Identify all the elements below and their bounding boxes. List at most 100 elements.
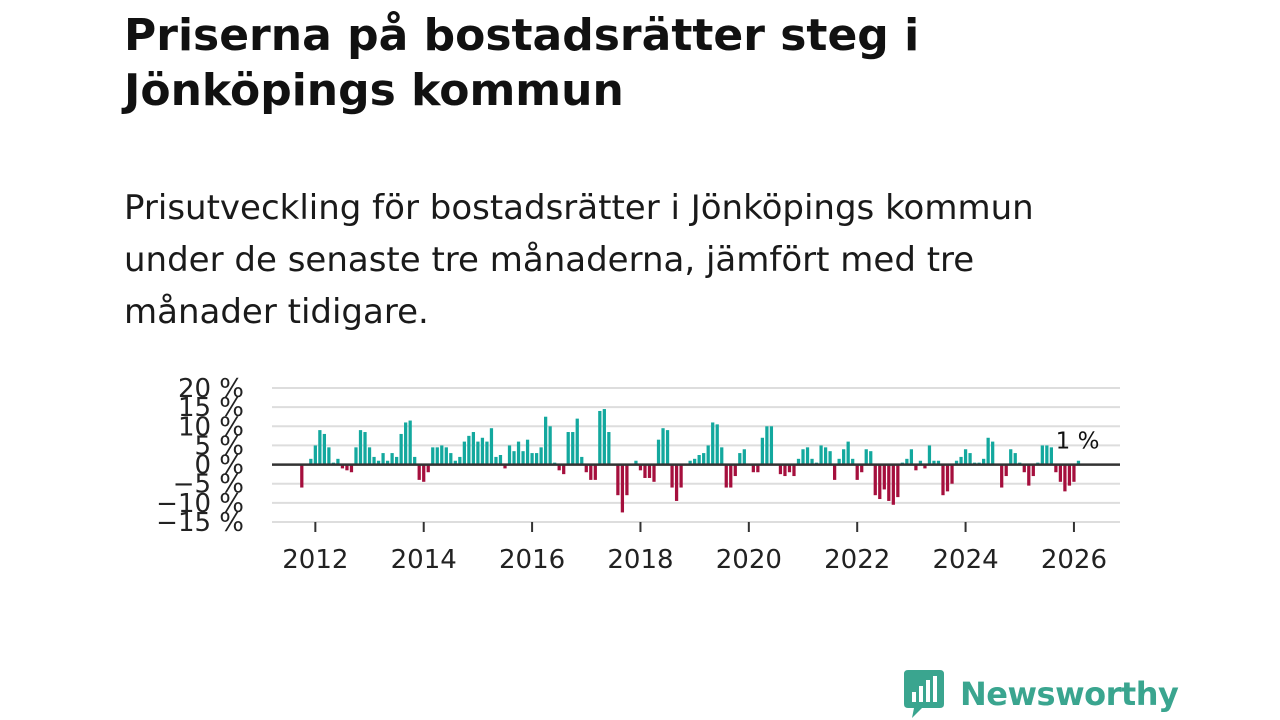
bar xyxy=(950,464,954,484)
x-tick-label: 2020 xyxy=(716,545,782,575)
bar xyxy=(679,464,683,488)
bar xyxy=(936,460,941,465)
bar xyxy=(471,432,476,465)
x-tick-label: 2022 xyxy=(824,545,890,575)
bar xyxy=(309,458,313,465)
bar xyxy=(846,441,850,465)
latest-value-annotation: 1 % xyxy=(1056,429,1100,455)
bar xyxy=(575,418,579,465)
bar xyxy=(372,456,376,465)
bar xyxy=(643,464,647,478)
bar xyxy=(485,441,489,465)
bar xyxy=(720,447,724,465)
bar xyxy=(991,441,995,465)
bar xyxy=(534,453,539,465)
bar xyxy=(435,447,439,465)
bar xyxy=(363,432,367,465)
bar xyxy=(318,430,322,465)
bar xyxy=(571,432,575,465)
bar xyxy=(385,460,390,465)
bar xyxy=(1072,464,1076,482)
bar xyxy=(530,453,534,465)
bar xyxy=(458,456,462,465)
newsworthy-logo[interactable]: Newsworthy xyxy=(902,668,1179,720)
bar xyxy=(905,458,909,465)
bar xyxy=(711,422,715,465)
bar xyxy=(851,458,855,465)
bar xyxy=(444,447,448,465)
bar xyxy=(706,445,710,465)
bar xyxy=(665,430,670,465)
bar xyxy=(544,416,548,465)
bar xyxy=(417,464,421,480)
bar xyxy=(327,447,331,465)
bar xyxy=(918,460,923,465)
bar xyxy=(489,428,494,465)
y-tick-label: 10 % xyxy=(178,412,244,442)
bar xyxy=(819,445,823,465)
bar xyxy=(873,464,877,496)
y-tick-label: −5 % xyxy=(173,470,244,500)
bar xyxy=(313,445,317,465)
bar xyxy=(480,437,485,465)
bar xyxy=(986,437,990,465)
bar xyxy=(1040,445,1044,465)
bar xyxy=(1027,464,1031,486)
bar xyxy=(494,456,498,465)
bar xyxy=(769,426,774,465)
bar xyxy=(557,464,561,471)
bar xyxy=(855,464,859,480)
bar xyxy=(864,449,868,465)
bar xyxy=(909,449,914,465)
bar xyxy=(1009,449,1013,465)
y-tick-label: 0 % xyxy=(194,451,244,481)
bar xyxy=(539,447,543,465)
bar xyxy=(462,441,466,465)
y-tick-label: 15 % xyxy=(178,393,244,423)
bar xyxy=(1067,464,1072,486)
bar xyxy=(1031,464,1035,477)
bar xyxy=(945,464,950,492)
newsworthy-wordmark: Newsworthy xyxy=(960,675,1179,713)
bar xyxy=(413,456,417,465)
bar xyxy=(914,464,918,471)
bar xyxy=(941,464,945,496)
bar xyxy=(598,410,602,465)
bar xyxy=(525,439,530,465)
bar xyxy=(796,458,801,465)
bar xyxy=(498,455,503,465)
bar xyxy=(923,464,927,469)
bar xyxy=(742,449,746,465)
bar xyxy=(354,447,358,465)
bar xyxy=(1022,464,1026,473)
bar xyxy=(954,460,959,465)
bar xyxy=(431,447,435,465)
x-tick-label: 2016 xyxy=(499,545,565,575)
bar xyxy=(340,464,345,469)
chart-title: Priserna på bostadsrätter steg i Jönköpi… xyxy=(124,10,920,116)
bar xyxy=(738,453,742,465)
bar xyxy=(422,464,426,482)
x-tick-label: 2014 xyxy=(391,545,457,575)
bar xyxy=(927,445,932,465)
bar xyxy=(634,460,638,465)
bar xyxy=(882,464,886,490)
chart-subtitle: Prisutveckling för bostadsrätter i Jönkö… xyxy=(124,188,1034,332)
bar xyxy=(652,464,656,482)
bar xyxy=(1045,445,1049,465)
bar xyxy=(729,464,733,488)
bar xyxy=(787,464,792,473)
newsworthy-logo-icon xyxy=(904,670,944,718)
bar xyxy=(345,464,349,471)
bar xyxy=(733,464,737,477)
bar xyxy=(399,433,403,465)
bar xyxy=(440,445,444,465)
bar xyxy=(349,464,354,473)
bar xyxy=(842,449,846,465)
bar xyxy=(476,441,480,465)
bar xyxy=(1004,464,1008,477)
bar xyxy=(823,447,828,465)
bar xyxy=(963,449,968,465)
bar xyxy=(828,451,832,465)
bar xyxy=(1013,453,1017,465)
